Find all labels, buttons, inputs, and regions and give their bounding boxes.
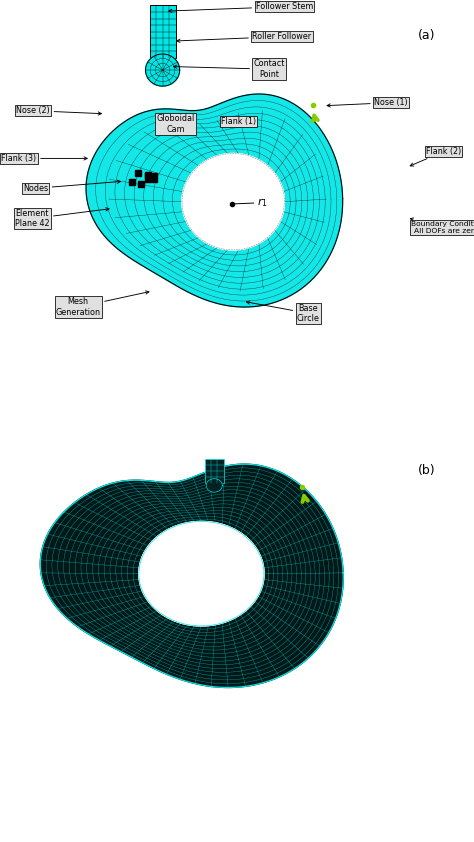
Text: Base
Circle: Base Circle: [246, 301, 319, 323]
Polygon shape: [146, 54, 180, 86]
Polygon shape: [182, 153, 284, 250]
Text: (a): (a): [418, 29, 435, 42]
Text: Mesh
Generation: Mesh Generation: [56, 290, 149, 317]
Text: Roller Follower: Roller Follower: [177, 32, 311, 42]
Text: Follower Stem: Follower Stem: [169, 3, 313, 13]
Polygon shape: [139, 521, 264, 626]
Text: Flank (1): Flank (1): [221, 117, 256, 126]
Bar: [150, 5, 176, 58]
Polygon shape: [139, 521, 264, 626]
Text: $r_1$: $r_1$: [257, 195, 268, 209]
Text: Nodes: Nodes: [23, 180, 120, 193]
Polygon shape: [182, 153, 284, 250]
Text: Globoidal
Cam: Globoidal Cam: [156, 115, 194, 134]
Text: Boundary Condition
All DOFs are zeros: Boundary Condition All DOFs are zeros: [410, 218, 474, 234]
Bar: [205, 459, 224, 482]
Text: Contact
Point: Contact Point: [173, 60, 285, 79]
Text: Nose (1): Nose (1): [327, 99, 408, 107]
Text: (b): (b): [418, 463, 436, 477]
Text: Nose (2): Nose (2): [16, 106, 101, 115]
Text: Flank (2): Flank (2): [410, 147, 461, 166]
Polygon shape: [86, 94, 343, 307]
Text: Flank (3): Flank (3): [1, 154, 87, 163]
Polygon shape: [206, 479, 222, 493]
Bar: [145, 173, 157, 182]
Polygon shape: [40, 464, 343, 687]
Text: Element
Plane 42: Element Plane 42: [15, 208, 109, 228]
